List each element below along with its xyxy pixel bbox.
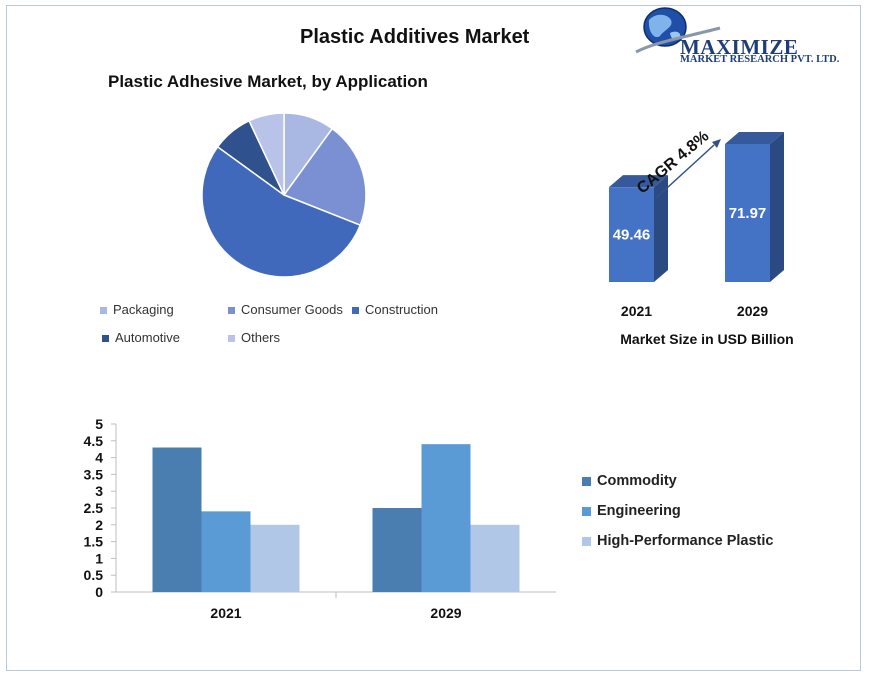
y-tick-label: 0.5: [84, 567, 104, 583]
y-tick-label: 3.5: [84, 466, 104, 482]
bar-legend-swatch: [582, 476, 591, 486]
market-bar-side: [654, 175, 668, 282]
market-bar-value-label: 71.97: [729, 205, 767, 222]
bar-high-performance-plastic-2029: [470, 524, 520, 592]
bar-legend-label: High-Performance Plastic: [597, 533, 774, 549]
bar-engineering-2029: [421, 444, 471, 592]
pie-legend-label: Packaging: [113, 302, 174, 317]
pie-slice-construction: [201, 145, 362, 278]
pie-chart-title: Plastic Adhesive Market, by Application: [108, 72, 428, 91]
pie-legend-label: Others: [241, 330, 281, 345]
x-tick-label: 2021: [210, 605, 241, 621]
y-tick-label: 5: [95, 416, 103, 432]
logo-name: MAXIMIZE: [680, 35, 799, 59]
pie-legend-label: Construction: [365, 302, 438, 317]
pie-legend-swatch: [228, 335, 235, 343]
x-tick-label: 2029: [430, 605, 461, 621]
pie-legend-packaging: Packaging: [100, 302, 174, 317]
market-year-label: 2029: [737, 303, 768, 319]
pie-legend-swatch: [228, 307, 235, 315]
market-bar: [609, 187, 654, 282]
y-tick-label: 4.5: [84, 433, 104, 449]
bar-high-performance-plastic-2021: [250, 524, 300, 592]
logo-subtitle: MARKET RESEARCH PVT. LTD.: [680, 54, 840, 65]
bar-legend-engineering: Engineering: [582, 503, 681, 519]
market-bar-top: [609, 175, 668, 188]
pie-legend-swatch: [100, 307, 107, 315]
market-bar: [725, 144, 770, 282]
cagr-arrow-line: [655, 144, 715, 199]
y-tick-label: 3: [95, 483, 103, 499]
pie-legend-swatch: [102, 335, 109, 343]
bar-legend-commodity: Commodity: [582, 473, 677, 489]
bar-commodity-2029: [372, 508, 422, 592]
pie-legend-automotive: Automotive: [102, 330, 180, 345]
market-bar-side: [770, 132, 784, 282]
bar-legend-swatch: [582, 536, 591, 546]
bar-legend-label: Engineering: [597, 503, 681, 519]
pie-legend-label: Consumer Goods: [241, 302, 343, 317]
page-title: Plastic Additives Market: [300, 26, 530, 48]
pie-slice-others: [248, 112, 285, 196]
y-tick-label: 2: [95, 517, 103, 533]
pie-legend-construction: Construction: [352, 302, 438, 317]
bar-legend-high-performance: High-Performance Plastic: [582, 533, 773, 549]
y-tick-label: 2.5: [84, 500, 104, 516]
cagr-arrow-head: [712, 139, 721, 148]
market-bar-top: [725, 132, 784, 144]
y-tick-label: 1: [95, 550, 103, 566]
market-year-label: 2021: [621, 303, 652, 319]
y-tick-label: 1.5: [84, 534, 104, 550]
market-bar-value-label: 49.46: [613, 227, 651, 244]
y-tick-label: 0: [95, 584, 103, 600]
market-axis-label: Market Size in USD Billion: [620, 331, 793, 347]
y-tick-label: 4: [95, 450, 103, 466]
bar-engineering-2021: [201, 511, 251, 592]
pie-legend-consumer-goods: Consumer Goods: [228, 302, 343, 317]
bar-legend-swatch: [582, 506, 591, 516]
pie-legend-others: Others: [228, 330, 280, 345]
pie-legend-swatch: [352, 307, 359, 315]
bar-legend-label: Commodity: [597, 473, 677, 489]
pie-legend-label: Automotive: [115, 330, 181, 345]
bar-commodity-2021: [152, 447, 202, 592]
pie-slice-consumer-goods: [282, 127, 367, 227]
